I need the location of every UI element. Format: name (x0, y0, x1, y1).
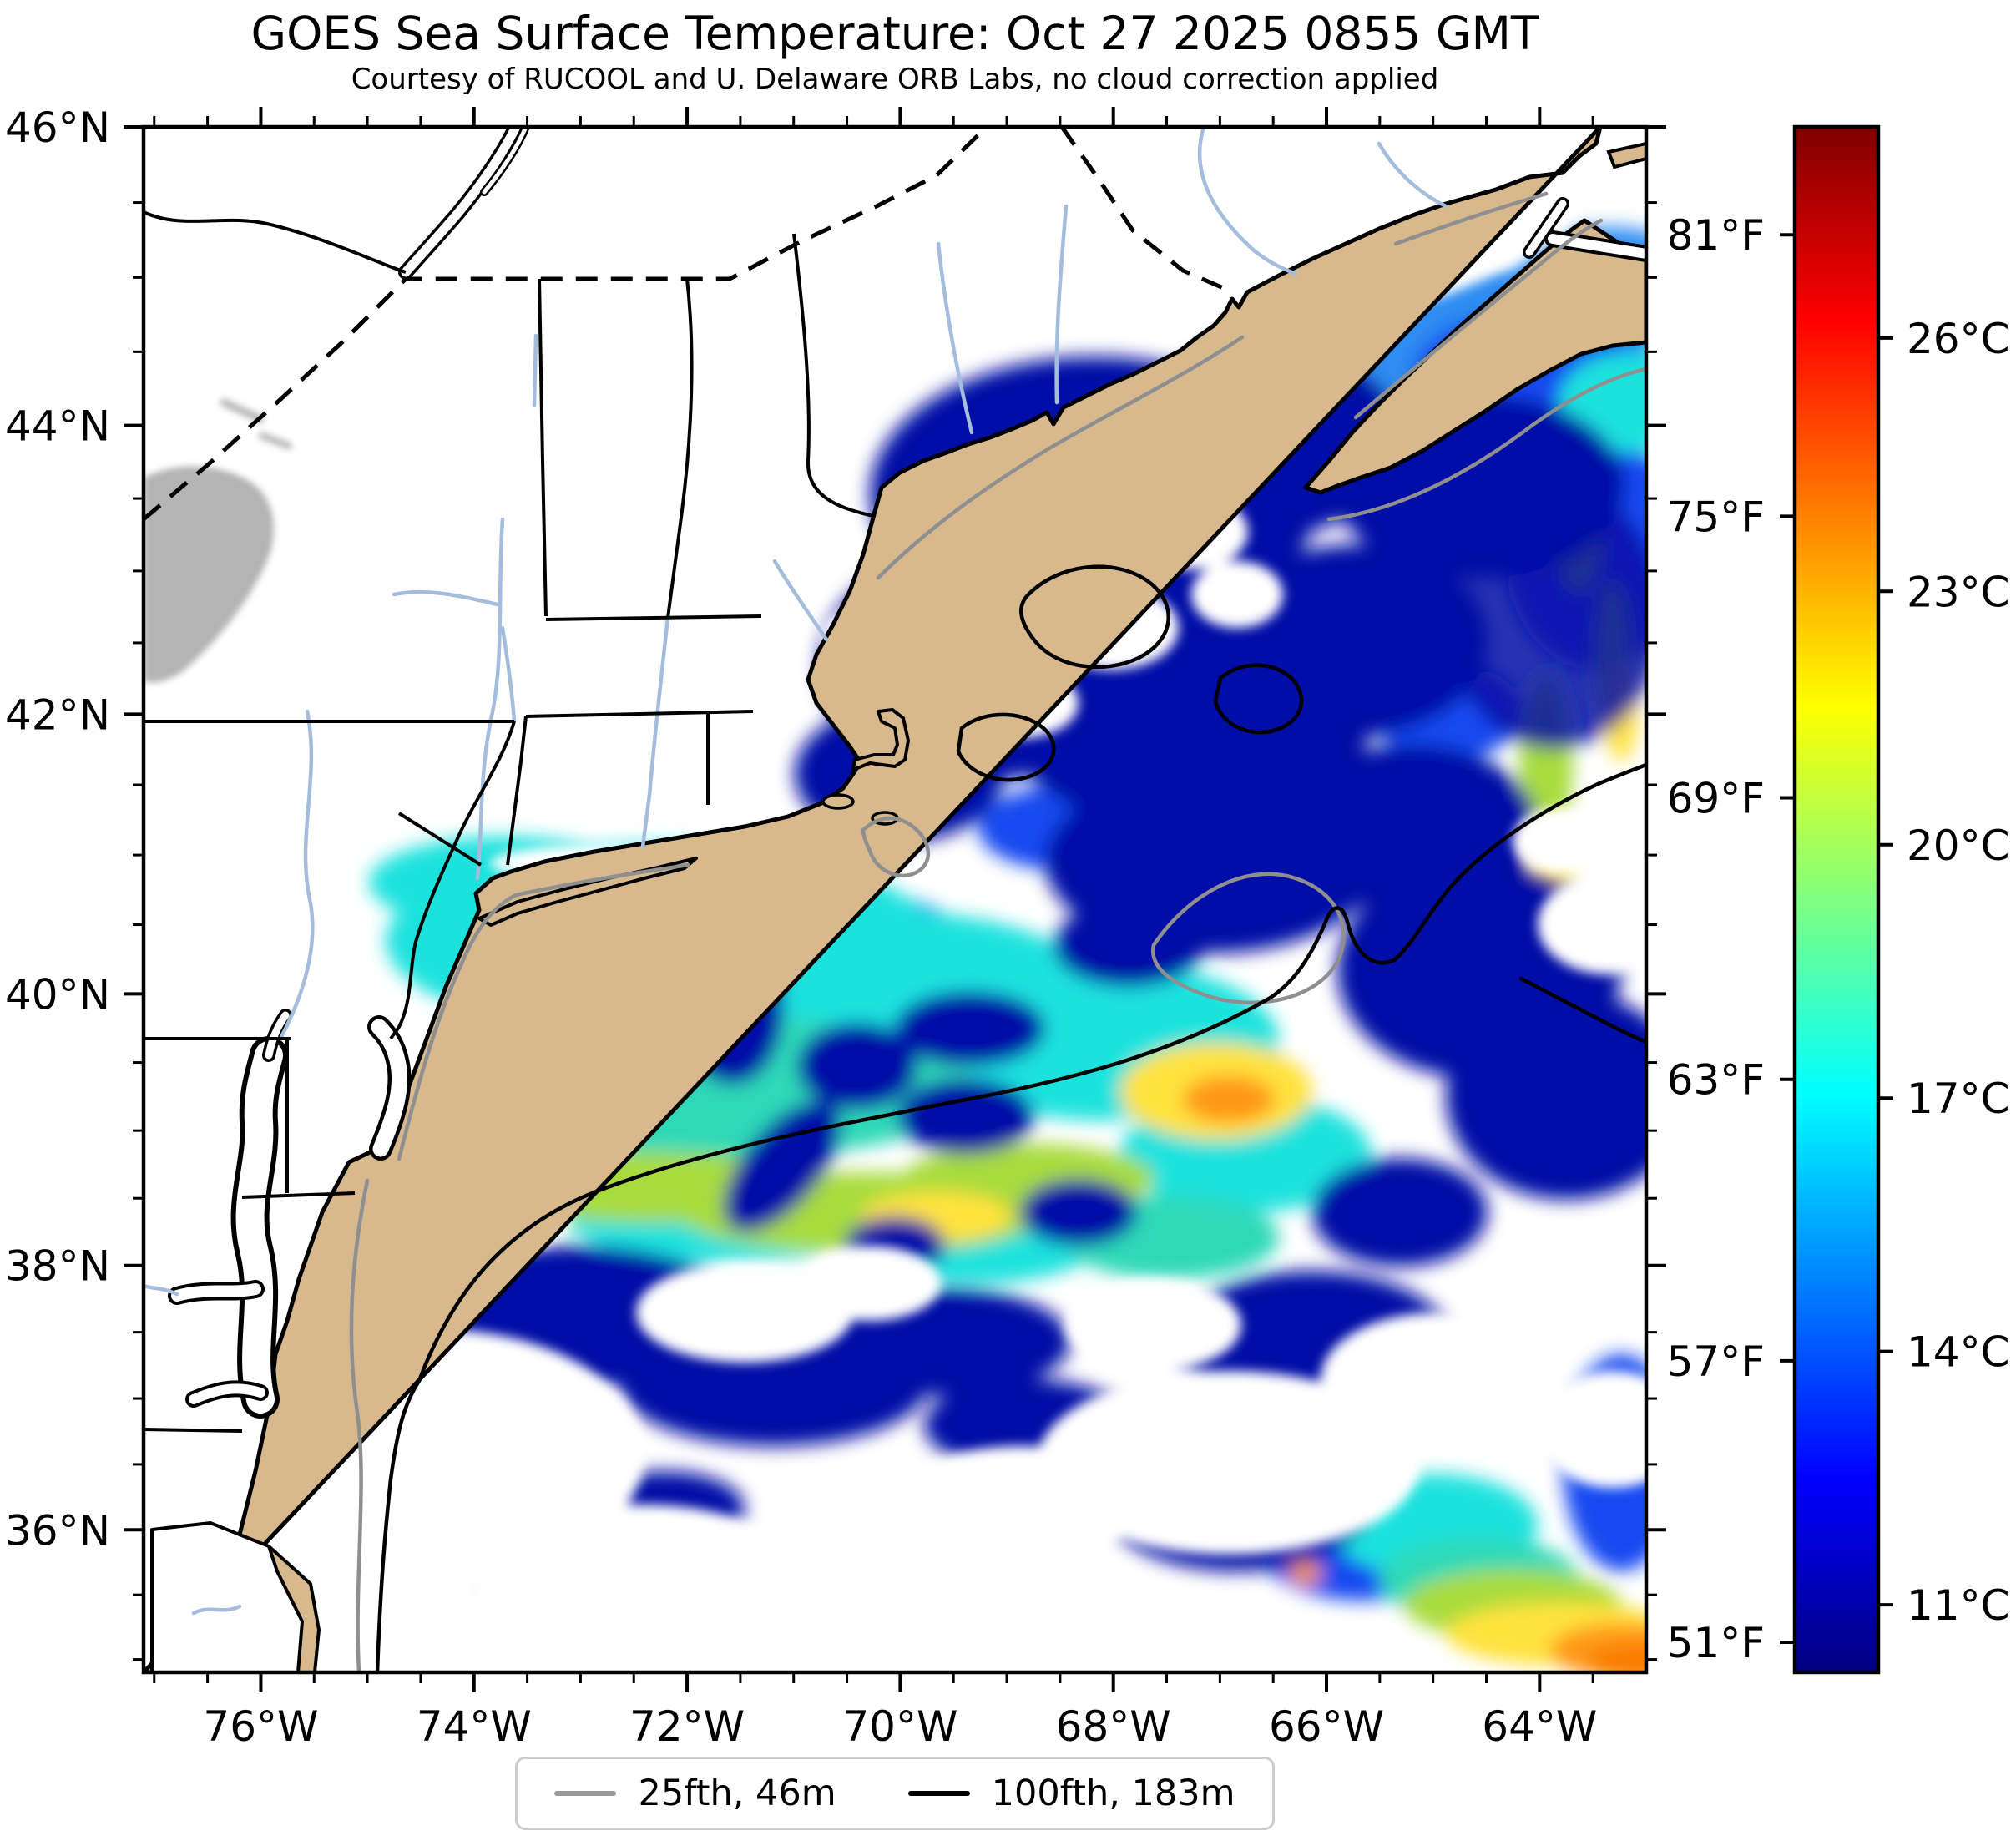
state-borders (144, 210, 874, 1433)
y-tick-label: 46°N (5, 104, 110, 152)
outer-banks (267, 1545, 321, 1672)
cape-cod (851, 708, 910, 771)
y-tick-label: 40°N (5, 970, 110, 1019)
fahrenheit-tick-label: 75°F (1667, 493, 1765, 541)
pei-sliver (1606, 141, 1646, 169)
map-frame (141, 124, 1649, 1675)
fahrenheit-tick-label: 69°F (1667, 775, 1765, 823)
map-canvas: 76°W 74°W 72°W 70°W 68°W 66°W 64°W 46°N 44°N 42°N… (5, 104, 1666, 1751)
colorbar-frame (1792, 124, 1881, 1675)
colorbar-tick-labels: 26°C 23°C 20°C 17°C 14°C 11°C 81°F 75°F 69°F 63°F… (1667, 211, 2010, 1667)
y-tick-label: 36°N (5, 1506, 110, 1555)
legend-label: 100fth, 183m (991, 1773, 1235, 1814)
x-tick-label: 72°W (629, 1702, 745, 1751)
fahrenheit-tick-label: 81°F (1667, 211, 1765, 260)
isobath-legend: 25fth, 46m 100fth, 183m (515, 1757, 1275, 1830)
contour-25-fathom (349, 191, 1646, 1672)
fahrenheit-tick-label: 57°F (1667, 1338, 1765, 1386)
map-axis-labels: 76°W 74°W 72°W 70°W 68°W 66°W 64°W 46°N 44°N 42°N… (5, 104, 1597, 1751)
celsius-tick-label: 17°C (1907, 1075, 2010, 1123)
marthas-vineyard (821, 793, 855, 810)
fahrenheit-tick-label: 63°F (1667, 1056, 1765, 1105)
legend-line-swatch (907, 1791, 970, 1796)
x-tick-label: 68°W (1056, 1702, 1171, 1751)
contour-100-fathom (375, 564, 1646, 1672)
celsius-tick-label: 14°C (1907, 1328, 2010, 1377)
celsius-tick-label: 20°C (1907, 822, 2010, 870)
colorbar-canvas: 26°C 23°C 20°C 17°C 14°C 11°C 81°F 75°F 69°F 63°F… (1667, 124, 2010, 1675)
fahrenheit-tick-label: 51°F (1667, 1619, 1765, 1667)
x-tick-label: 74°W (417, 1702, 532, 1751)
map-axis-ticks (124, 107, 1666, 1692)
x-tick-label: 64°W (1482, 1702, 1597, 1751)
page-subtitle: Courtesy of RUCOOL and U. Delaware ORB L… (351, 63, 1439, 96)
page-title: GOES Sea Surface Temperature: Oct 27 202… (250, 7, 1539, 60)
colorbar-ticks (1780, 233, 1893, 1645)
y-tick-label: 42°N (5, 690, 110, 739)
legend-item-25fth: 25fth, 46m (554, 1773, 836, 1814)
celsius-tick-label: 23°C (1907, 568, 2010, 616)
y-tick-label: 38°N (5, 1242, 110, 1291)
legend-label: 25fth, 46m (638, 1773, 836, 1814)
x-tick-label: 76°W (203, 1702, 318, 1751)
legend-line-swatch (554, 1791, 617, 1796)
legend-item-100fth: 100fth, 183m (907, 1773, 1235, 1814)
x-tick-label: 70°W (842, 1702, 957, 1751)
colorbar: 26°C 23°C 20°C 17°C 14°C 11°C 81°F 75°F 69°F 63°F… (1667, 124, 2010, 1675)
rivers (144, 127, 1448, 1616)
canada-us-border (144, 127, 1234, 521)
x-tick-label: 66°W (1269, 1702, 1384, 1751)
lake-ontario-gray (144, 398, 292, 683)
celsius-tick-label: 11°C (1907, 1581, 2010, 1630)
colorbar-gradient (1795, 127, 1878, 1672)
y-tick-label: 44°N (5, 402, 110, 451)
long-island (477, 857, 698, 927)
celsius-tick-label: 26°C (1907, 315, 2010, 363)
sst-map: 76°W 74°W 72°W 70°W 68°W 66°W 64°W 46°N 44°N 42°N… (5, 104, 1666, 1751)
